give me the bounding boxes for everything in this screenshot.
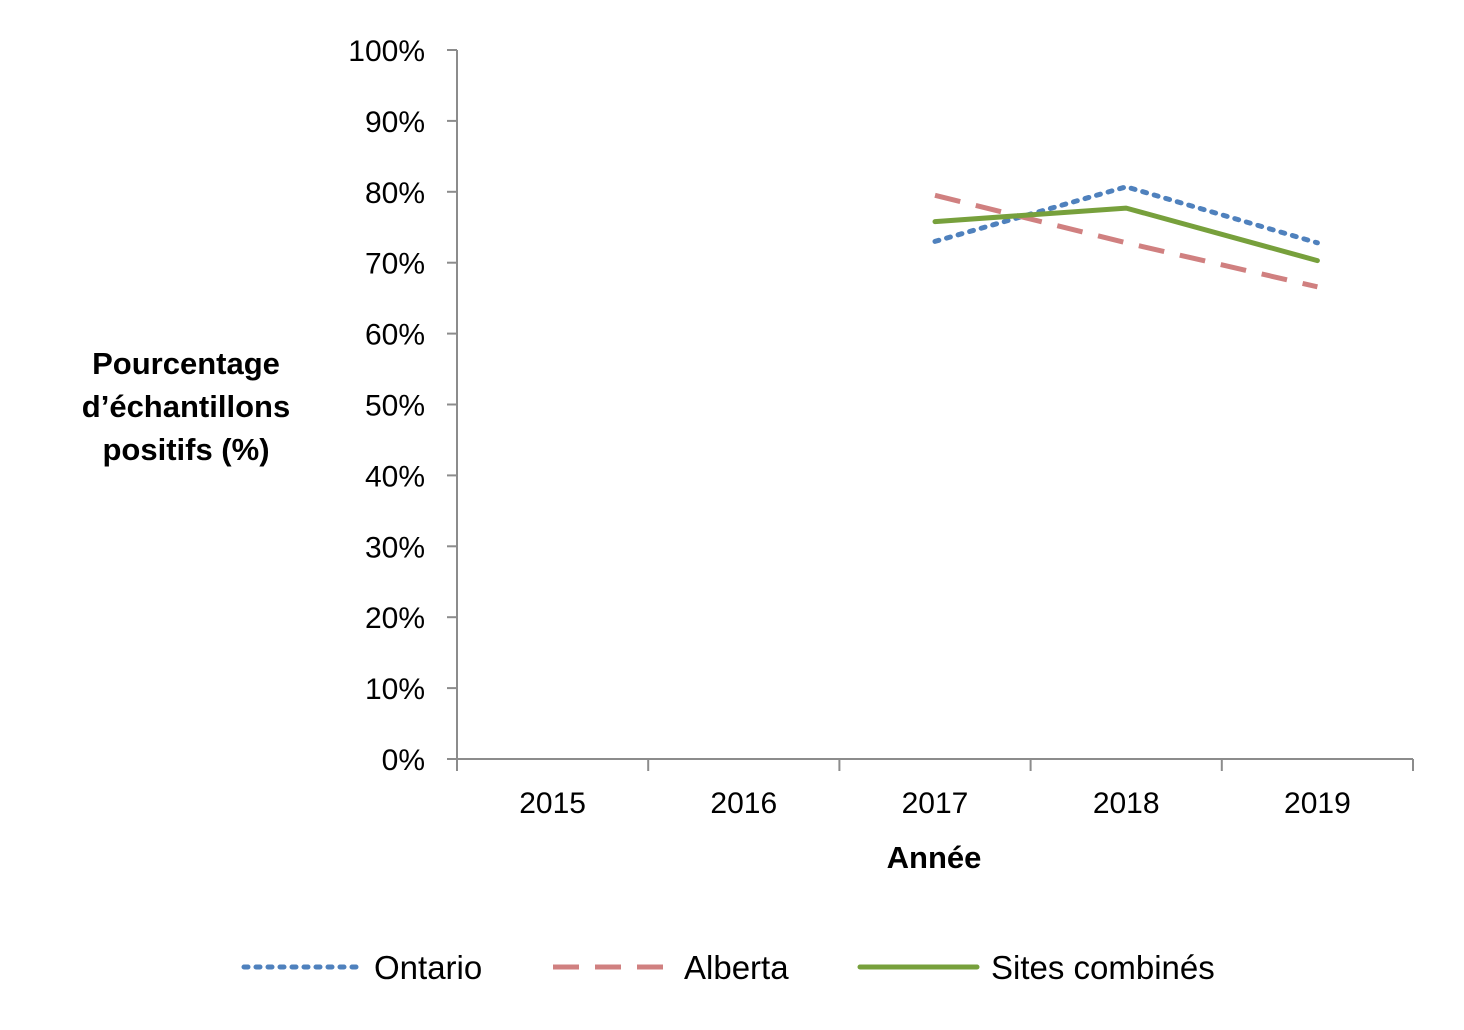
y-tick-label: 30% — [365, 531, 425, 564]
x-axis-title: Année — [887, 840, 982, 875]
y-tick-label: 100% — [348, 35, 425, 68]
y-axis: 0% 10% 20% 30% 40% 50% 60% 70% 80% 90% 100% — [348, 35, 458, 777]
x-axis: 2015 2016 2017 2018 2019 — [456, 758, 1414, 820]
series-line-2 — [934, 192, 1318, 290]
x-tick-label: 2015 — [519, 787, 586, 820]
y-axis-title-line-2: d’échantillons — [82, 389, 290, 424]
y-tick-label: 90% — [365, 106, 425, 139]
y-tick-label: 50% — [365, 390, 425, 423]
y-tick-label: 70% — [365, 248, 425, 281]
y-tick-label: 0% — [382, 744, 425, 777]
x-tick-label: 2018 — [1093, 787, 1160, 820]
y-tick-label: 10% — [365, 673, 425, 706]
legend-label-3: Sites combinés — [991, 949, 1215, 986]
series-line-3 — [932, 205, 1320, 264]
series-line-1 — [932, 184, 1320, 246]
legend-label-2: Alberta — [684, 949, 789, 986]
x-tick-label: 2017 — [902, 787, 969, 820]
y-tick-label: 80% — [365, 177, 425, 210]
x-tick-label: 2019 — [1284, 787, 1351, 820]
y-axis-title-line-3: positifs (%) — [102, 432, 269, 467]
y-tick-label: 20% — [365, 602, 425, 635]
series-layer — [932, 184, 1320, 290]
y-tick-label: 40% — [365, 460, 425, 493]
y-axis-title-line-1: Pourcentage — [92, 346, 280, 381]
legend: Ontario Alberta Sites combinés — [241, 949, 1215, 986]
legend-label-1: Ontario — [374, 949, 482, 986]
x-tick-label: 2016 — [710, 787, 777, 820]
y-tick-label: 60% — [365, 319, 425, 352]
